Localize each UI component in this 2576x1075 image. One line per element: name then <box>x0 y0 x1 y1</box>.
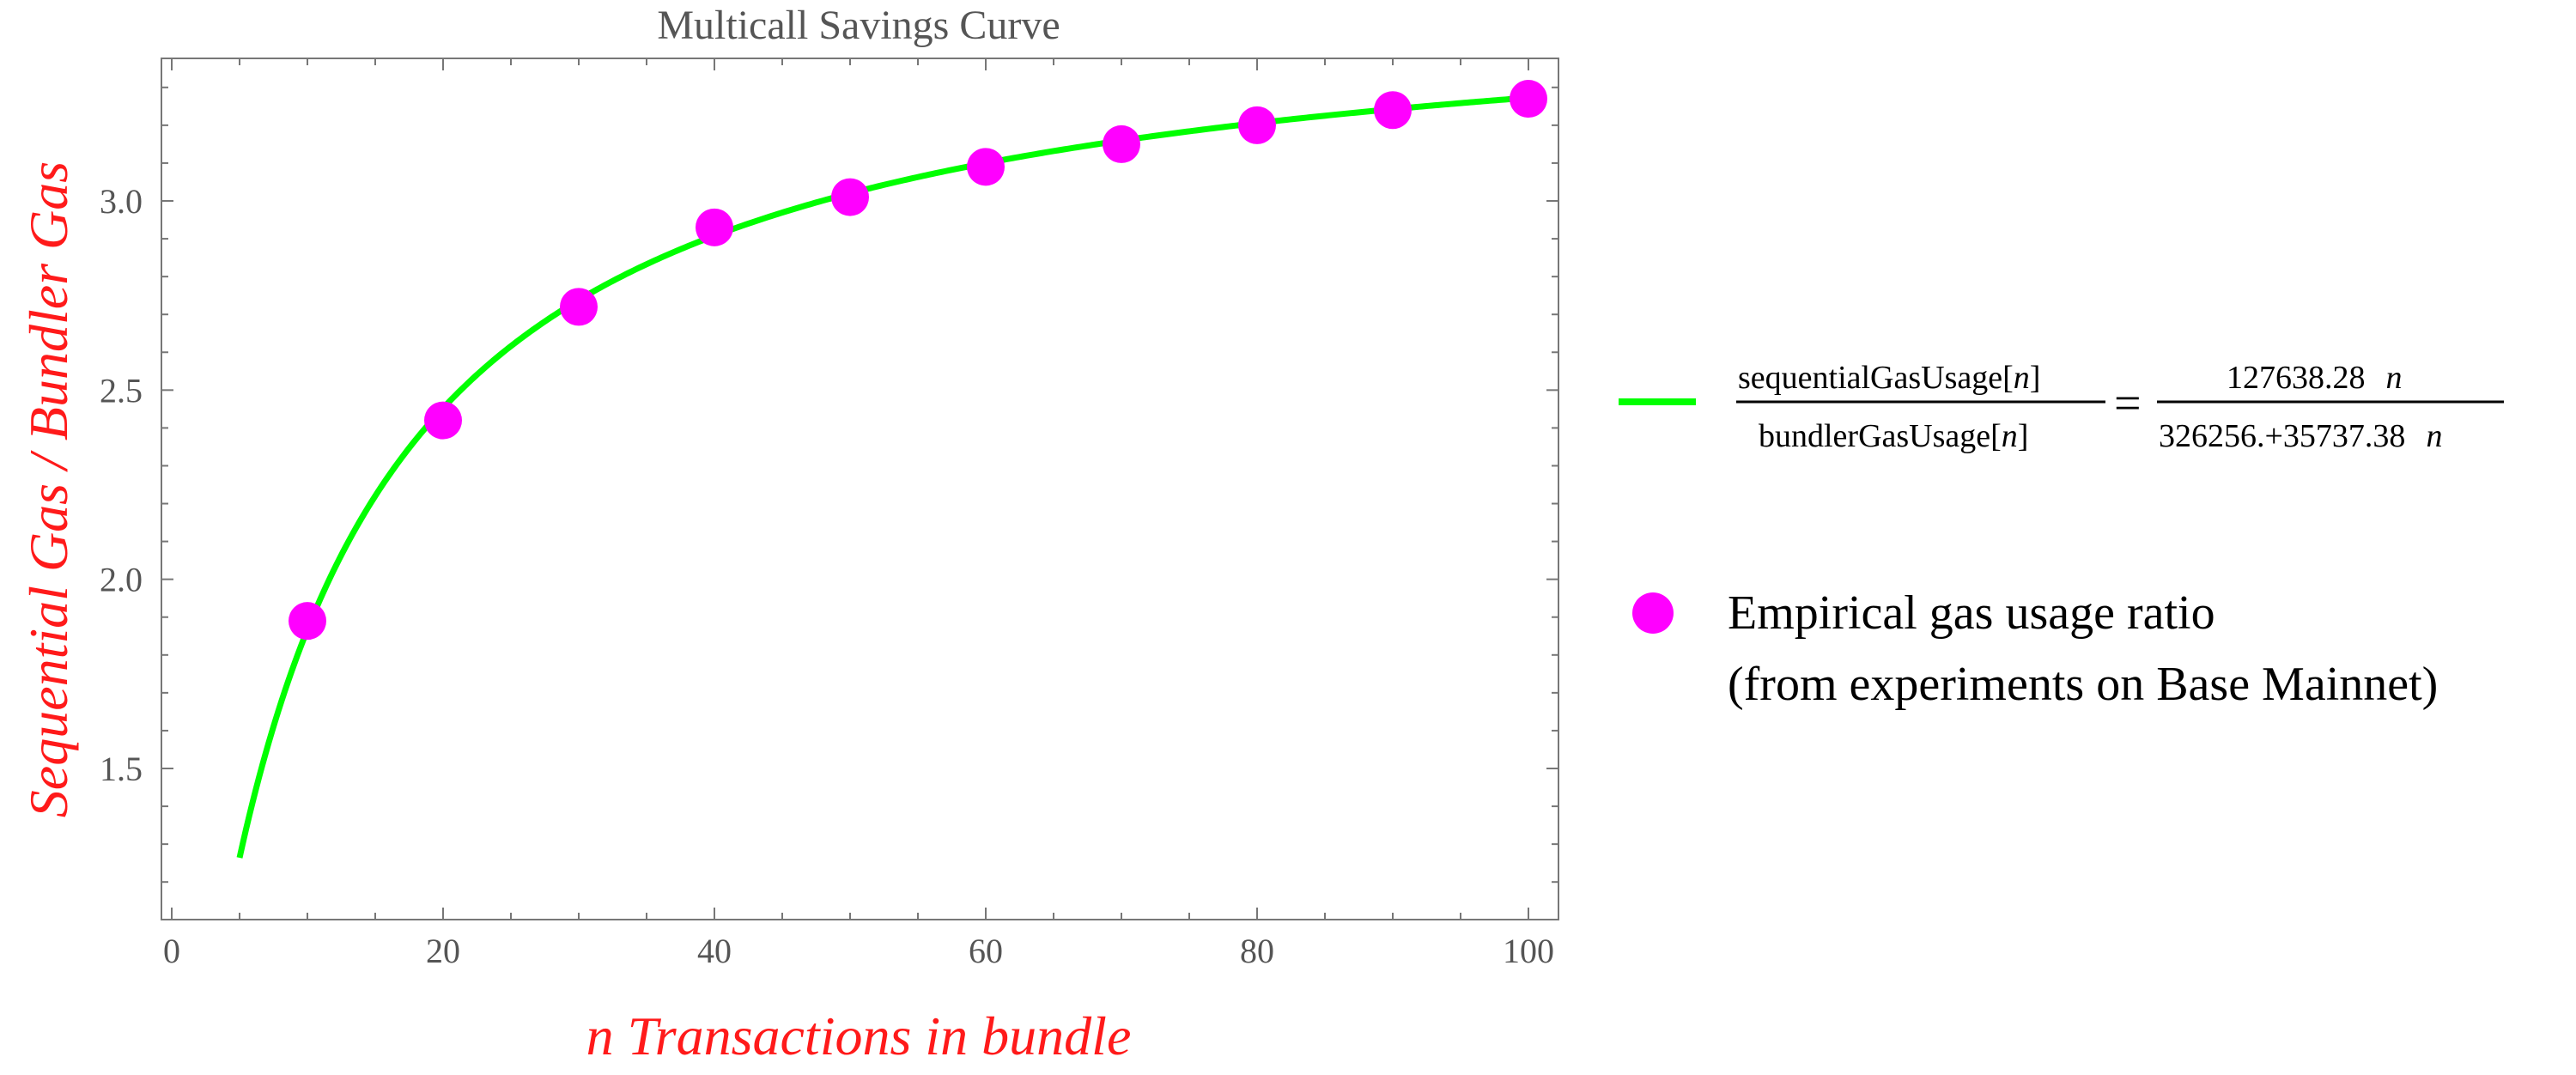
y-tick-label: 2.0 <box>100 561 143 599</box>
y-tick-label: 2.5 <box>100 371 143 410</box>
y-tick-label: 3.0 <box>100 182 143 221</box>
fit-curve-group <box>236 94 1529 859</box>
data-point <box>1103 125 1140 163</box>
x-tick-label: 60 <box>969 932 1003 970</box>
axis-ticks <box>161 58 1558 920</box>
y-tick-label: 1.5 <box>100 750 143 788</box>
x-tick-label: 100 <box>1503 932 1554 970</box>
legend-rhs-denominator: 326256.+35737.38 n <box>2159 418 2442 454</box>
y-axis-title: Sequential Gas / Bundler Gas <box>18 161 79 817</box>
plot-frame <box>161 58 1559 920</box>
scatter-points <box>289 80 1547 641</box>
legend-scatter-label-line1: Empirical gas usage ratio <box>1728 586 2215 640</box>
legend-line-entry: sequentialGasUsage[n] bundlerGasUsage[n]… <box>1619 360 2504 454</box>
data-point <box>424 401 462 440</box>
legend-scatter-label-line2: (from experiments on Base Mainnet) <box>1728 658 2438 711</box>
chart-title: Multicall Savings Curve <box>657 3 1060 48</box>
axis-tick-labels: 0 20 40 60 80 100 1.5 2.0 2.5 3.0 <box>100 182 1554 970</box>
data-point <box>560 288 598 326</box>
x-tick-label: 0 <box>163 932 180 970</box>
data-point <box>1510 80 1547 118</box>
x-tick-label: 20 <box>426 932 460 970</box>
legend-scatter-entry: Empirical gas usage ratio (from experime… <box>1632 586 2438 711</box>
legend-scatter-swatch <box>1632 592 1674 634</box>
data-point <box>696 208 733 246</box>
x-tick-label: 40 <box>697 932 732 970</box>
x-tick-label: 80 <box>1240 932 1274 970</box>
data-point <box>831 178 869 216</box>
legend-rhs-numerator: 127638.28 n <box>2227 360 2403 396</box>
data-point <box>1238 106 1276 144</box>
data-point <box>967 148 1005 186</box>
data-point <box>1374 91 1412 130</box>
legend-equals-sign: = <box>2114 377 2142 430</box>
legend-lhs-numerator: sequentialGasUsage[n] <box>1738 360 2040 396</box>
x-axis-title: n Transactions in bundle <box>586 1005 1132 1066</box>
legend-lhs-denominator: bundlerGasUsage[n] <box>1759 418 2028 454</box>
data-point <box>289 602 326 641</box>
fit-curve-line <box>236 94 1529 859</box>
